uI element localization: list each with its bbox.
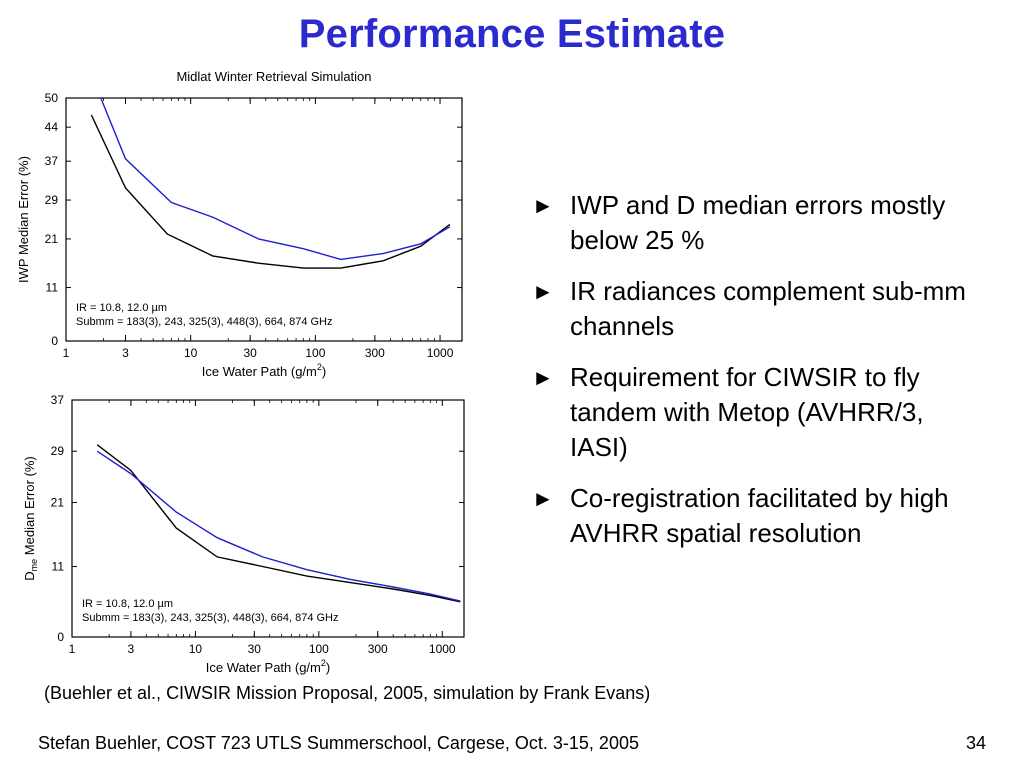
x-tick-label: 10	[189, 642, 203, 656]
y-tick-label: 11	[46, 281, 59, 295]
x-tick-label: 1000	[429, 642, 456, 656]
bullet-text: IR radiances complement sub-mm channels	[570, 276, 966, 341]
series-line	[90, 114, 451, 269]
dme-error-chart: 0 11 21 29 37 1 3 10 30 100 300 1000 Ice Water Path …	[22, 393, 465, 675]
iwp-error-chart: Midlat Winter Retrieval Simulation 0 11 21 2…	[16, 69, 463, 379]
y-tick-label: 21	[51, 495, 65, 509]
y-axis-label: IWP Median Error (%)	[16, 156, 31, 283]
y-tick-label: 37	[45, 154, 59, 168]
plot-annotation: IR = 10.8, 12.0 µm	[82, 598, 173, 610]
arrow-bullet-icon: ►	[532, 279, 554, 304]
plot-frame	[71, 399, 465, 638]
series-line	[96, 450, 461, 602]
y-tick-label: 29	[45, 193, 59, 207]
bullet-list: ► IWP and D median errors mostly below 25…	[530, 188, 970, 567]
x-tick-label: 300	[365, 346, 385, 360]
x-tick-label: 1	[63, 346, 70, 360]
x-tick-label: 1000	[427, 346, 454, 360]
arrow-bullet-icon: ►	[532, 193, 554, 218]
bullet-item: ► IWP and D median errors mostly below 25…	[530, 188, 970, 258]
bullet-item: ► Requirement for CIWSIR to fly tandem wi…	[530, 360, 970, 465]
bullet-text: IWP and D median errors mostly below 25 …	[570, 190, 946, 255]
source-caption: (Buehler et al., CIWSIR Mission Proposal…	[44, 683, 651, 703]
plot-annotation: IR = 10.8, 12.0 µm	[76, 302, 167, 314]
x-tick-label: 10	[184, 346, 198, 360]
x-tick-label: 100	[309, 642, 329, 656]
y-tick-label: 37	[51, 393, 65, 407]
y-tick-label: 29	[51, 444, 65, 458]
y-tick-label: 11	[52, 560, 65, 574]
y-tick-label: 0	[51, 334, 58, 348]
y-tick-label: 0	[57, 630, 64, 644]
plot-annotation: Submm = 183(3), 243, 325(3), 448(3), 664…	[76, 316, 333, 328]
y-axis-label: Dme Median Error (%)	[22, 456, 39, 580]
x-tick-label: 300	[368, 642, 388, 656]
x-tick-label: 3	[122, 346, 129, 360]
plot-frame	[65, 97, 463, 342]
series-line	[100, 98, 451, 261]
bullet-text: Co-registration facilitated by high AVHR…	[570, 483, 949, 548]
bullet-item: ► IR radiances complement sub-mm channels	[530, 274, 970, 344]
arrow-bullet-icon: ►	[532, 365, 554, 390]
plot-annotation: Submm = 183(3), 243, 325(3), 448(3), 664…	[82, 612, 339, 624]
x-tick-label: 1	[69, 642, 76, 656]
x-tick-label: 30	[243, 346, 257, 360]
bullet-text: Requirement for CIWSIR to fly tandem wit…	[570, 362, 924, 462]
footer-text: Stefan Buehler, COST 723 UTLS Summerscho…	[38, 733, 639, 753]
x-tick-label: 100	[305, 346, 325, 360]
x-axis-label: Ice Water Path (g/m2)	[202, 362, 326, 379]
series-line	[96, 444, 461, 603]
y-tick-label: 21	[45, 232, 59, 246]
arrow-bullet-icon: ►	[532, 486, 554, 511]
x-tick-label: 30	[248, 642, 262, 656]
x-tick-label: 3	[128, 642, 135, 656]
x-axis-label: Ice Water Path (g/m2)	[206, 658, 330, 675]
page-number: 34	[965, 733, 986, 753]
bullet-item: ► Co-registration facilitated by high AVH…	[530, 481, 970, 551]
y-tick-label: 50	[45, 91, 59, 105]
slide-title: Performance Estimate	[298, 12, 726, 56]
y-tick-label: 44	[45, 120, 59, 134]
chart-title: Midlat Winter Retrieval Simulation	[176, 69, 371, 84]
